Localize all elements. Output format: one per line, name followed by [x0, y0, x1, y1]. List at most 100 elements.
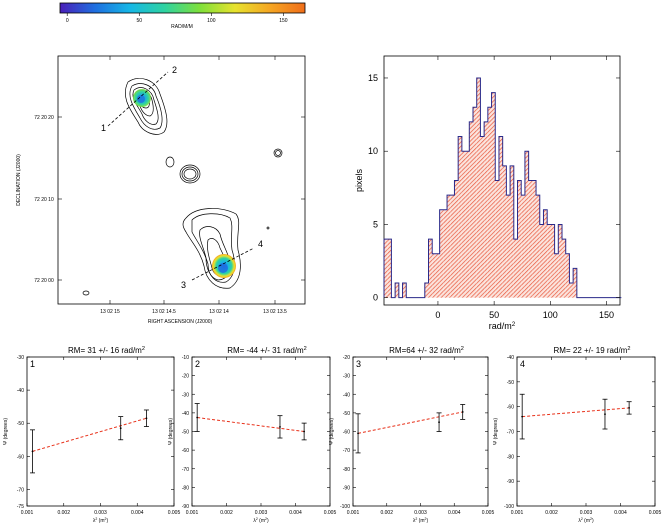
panel-ylabel: Ψ (degrees)	[168, 418, 174, 445]
colorbar-label: RAD/M/M	[171, 24, 193, 30]
histogram-bar	[469, 121, 474, 298]
marker-3: 3	[181, 280, 186, 290]
histogram-bar	[506, 195, 511, 298]
panel-ytick-label: -50	[507, 380, 514, 386]
histogram-bar	[498, 136, 503, 298]
histogram-bar	[465, 151, 470, 298]
panel-ytick-label: -30	[17, 355, 24, 361]
panel-ytick-label: -40	[343, 392, 350, 398]
map-ytick-label: 72 20 20	[34, 115, 54, 121]
panel-frame	[191, 356, 331, 507]
histogram-bar	[395, 283, 399, 298]
panel-xtick-label: 0.001	[186, 510, 199, 516]
panel-xtick-label: 0.003	[580, 510, 593, 516]
panel-xtick-label: 0.004	[131, 510, 144, 516]
panel-ytick-label: -60	[182, 448, 189, 454]
panel-ytick-label: -50	[17, 421, 24, 427]
colorbar-ticks: 0 50 100 150	[66, 13, 288, 24]
histogram-bar	[528, 180, 533, 298]
panel-xlabel: λ2 (m2)	[578, 517, 594, 524]
panel-ytick-label: -40	[507, 355, 514, 361]
panel-ytick-label: -20	[182, 374, 189, 380]
panel-xtick-label: 0.005	[482, 510, 495, 516]
rm-panel-3: RM=64 +/- 32 rad/m2 3 -20 -30 -40 -50 -60 -70 -8…	[329, 346, 494, 524]
data-point	[604, 413, 606, 416]
map-xtick-label: 13 02 13.5	[263, 309, 287, 315]
histogram-bar	[550, 224, 555, 298]
panel-ytick-label: -100	[340, 504, 350, 510]
panel-ytick-label: -90	[182, 504, 189, 510]
histogram-ytick-label: 0	[373, 293, 378, 303]
fit-line	[197, 417, 305, 432]
panel-ytick-label: -90	[343, 485, 350, 491]
data-point	[145, 417, 148, 420]
panel-xtick-label: 0.002	[57, 510, 70, 516]
data-point	[521, 415, 524, 418]
panel-ytick-label: -70	[17, 487, 24, 493]
histogram-bar	[491, 92, 496, 298]
histogram-bar	[502, 165, 507, 298]
panel-title: RM= 22 +/- 19 rad/m2	[554, 346, 631, 355]
histogram-xlabel: rad/m2	[489, 321, 516, 332]
histogram-bar	[428, 239, 433, 298]
panel-xlabel: λ2 (m2)	[253, 517, 269, 524]
colorbar-tick-label: 0	[66, 18, 69, 24]
panel-ytick-label: -40	[17, 388, 24, 394]
colorbar-bar	[59, 2, 306, 14]
histogram-bar	[532, 180, 537, 298]
colorbar-tick-label: 100	[207, 18, 216, 24]
panel-xlabel: λ2 (m2)	[413, 517, 429, 524]
histogram-bar	[510, 165, 514, 298]
histogram-ytick-label: 10	[368, 146, 378, 156]
panel-title: RM= -44 +/- 31 rad/m2	[227, 346, 307, 355]
map-xtick-label: 13 02 14	[209, 309, 229, 315]
upper-source-core	[137, 95, 145, 103]
middle-contours	[82, 148, 283, 296]
colorbar-tick-label: 50	[136, 18, 142, 24]
panel-ylabel: Ψ (degrees)	[493, 418, 499, 445]
histogram-bar	[480, 136, 485, 298]
panel-ytick-label: -80	[343, 467, 350, 473]
histogram-xtick-label: 0	[435, 310, 440, 320]
panel-xtick-label: 0.003	[414, 510, 427, 516]
histogram-bar	[461, 151, 466, 298]
histogram-bar	[473, 107, 477, 298]
panel-xtick-label: 0.004	[448, 510, 461, 516]
rm-panel-4: RM= 22 +/- 19 rad/m2 4 -40 -50 -60 -70 -80 -90 -…	[493, 346, 661, 524]
panel-number: 1	[30, 359, 35, 369]
panel-ytick-label: -50	[343, 411, 350, 417]
histogram-bar	[454, 180, 459, 298]
fit-line	[522, 407, 630, 418]
panel-ytick-label: -30	[182, 392, 189, 398]
panel-ytick-label: -60	[507, 405, 514, 411]
data-point	[31, 450, 34, 453]
panel-ytick-label: -90	[507, 479, 514, 485]
panel-ytick-label: -100	[504, 504, 514, 510]
histogram: 0 50 100 150 0 5 10 15 rad/m2 pixels	[354, 55, 622, 332]
panel-ytick-label: -60	[343, 430, 350, 436]
panel-ylabel: Ψ (degrees)	[329, 418, 335, 445]
histogram-bar	[387, 239, 392, 298]
panel-frame	[352, 356, 489, 507]
panel-xtick-label: 0.005	[324, 510, 337, 516]
histogram-bar	[495, 180, 499, 298]
data-point	[461, 411, 464, 413]
map-frame	[57, 55, 306, 305]
panel-number: 4	[520, 359, 525, 369]
histogram-ytick-label: 15	[368, 73, 378, 83]
panel-ytick-label: -70	[507, 430, 514, 436]
histogram-bar	[562, 239, 566, 298]
histogram-bar	[443, 209, 448, 298]
histogram-bar	[558, 224, 563, 298]
histogram-bar	[524, 151, 529, 298]
map-xlabel: RIGHT ASCENSION (J2000)	[148, 319, 213, 325]
panel-ytick-label: -80	[182, 485, 189, 491]
histogram-bar	[435, 253, 440, 298]
colorbar: 0 50 100 150 RAD/M/M	[59, 2, 306, 30]
histogram-bar	[569, 283, 574, 298]
histogram-bar	[484, 121, 488, 298]
histogram-bar	[384, 239, 388, 298]
panel-ytick-label: -70	[182, 467, 189, 473]
histogram-bar	[432, 253, 436, 298]
